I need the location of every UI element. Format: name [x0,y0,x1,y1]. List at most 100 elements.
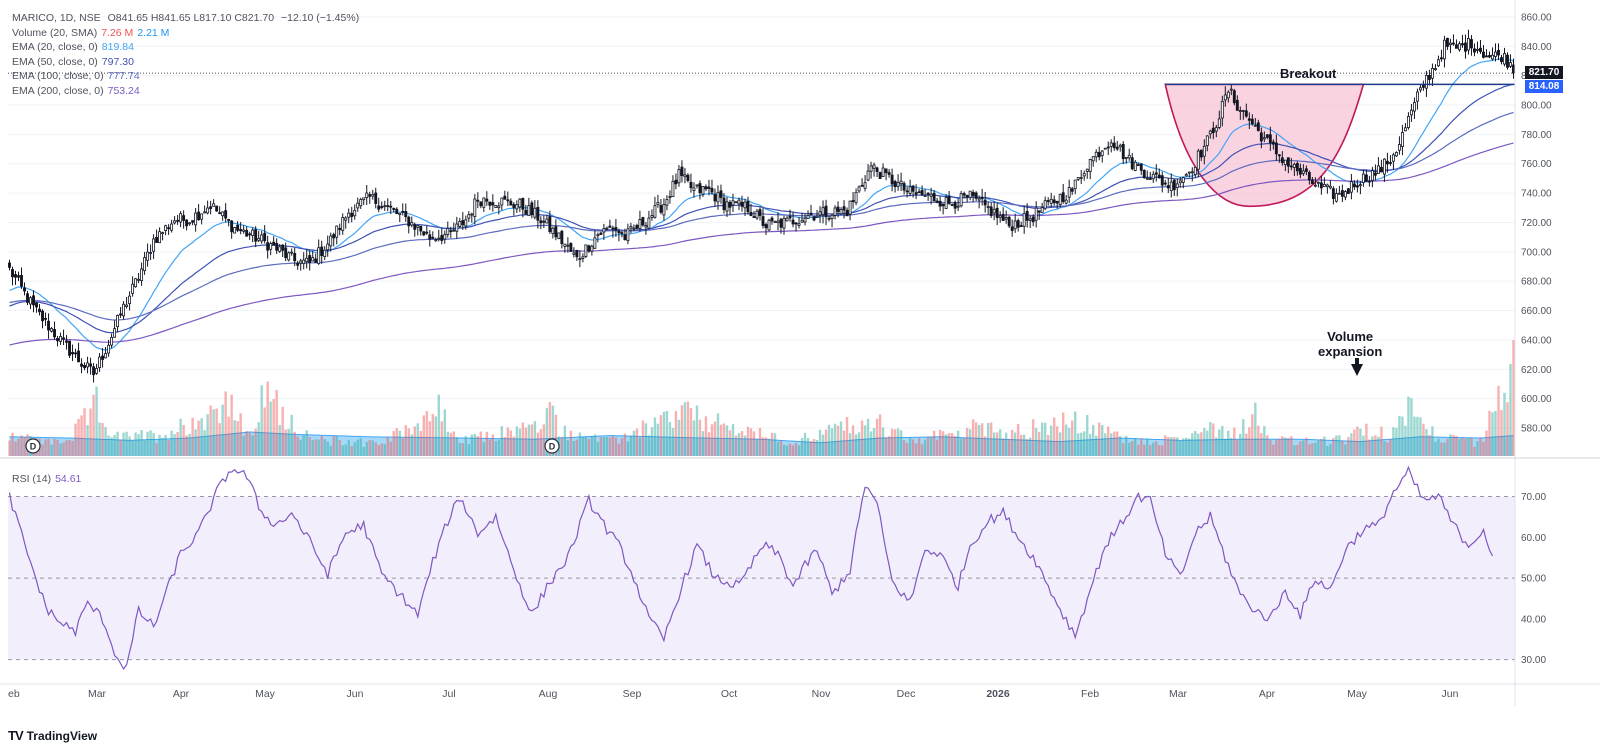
candle-body [1415,91,1419,102]
candle-body [596,234,600,237]
candle-body [1022,213,1026,227]
candle-body [1193,166,1197,176]
volume-bar [656,423,660,456]
price-tick-label: 600.00 [1521,394,1552,405]
volume-bar [701,431,705,456]
indicator-row[interactable]: EMA (50, close, 0) 797.30 [12,55,359,70]
candle-body [1361,173,1365,183]
volume-bar [1503,392,1506,456]
candle-body [848,200,852,215]
candle-body [1067,187,1071,198]
dividend-marker-icon[interactable]: D [25,438,41,454]
candle-body [110,337,114,346]
candle-body [902,183,906,191]
volume-bar [1380,426,1383,456]
indicator-row[interactable]: Volume (20, SMA) 7.26 M 2.21 M [12,26,359,41]
dividend-marker-icon[interactable]: D [544,438,560,454]
volume-bar [1028,437,1032,456]
indicator-label: EMA (50, close, 0) [12,55,98,68]
volume-bar [1113,431,1116,456]
indicator-row[interactable]: EMA (20, close, 0) 819.84 [12,40,359,55]
volume-bar [392,430,395,456]
candle-body [512,204,516,208]
candle-body [908,186,912,194]
indicator-row[interactable]: EMA (200, close, 0) 753.24 [12,84,359,99]
candle-body [101,355,105,360]
candle-body [629,226,633,229]
volume-bar [593,434,597,456]
volume-bar [170,430,173,456]
volume-bar [890,428,894,456]
candle-body [1286,157,1290,167]
indicator-value: 797.30 [101,55,134,68]
volume-bar [1383,441,1386,456]
candle-body [443,234,447,240]
candle-body [1283,159,1287,166]
candle-body [308,255,312,264]
candle-body [26,293,29,303]
volume-bar [332,435,335,456]
volume-bar [17,438,20,456]
volume-bar [716,413,720,456]
volume-bar [476,436,480,456]
candle-body [680,166,684,176]
volume-bar [281,406,284,456]
candle-body [431,236,435,239]
tradingview-branding[interactable]: TV TradingView [8,728,97,743]
candle-body [662,204,666,216]
volume-bar [128,436,131,456]
volume-bar [401,438,404,456]
rsi-legend[interactable]: RSI (14) 54.61 [12,473,81,485]
volume-bar [941,431,945,456]
candle-body [542,220,546,223]
down-arrow-icon [1351,364,1363,376]
volume-bar [926,436,930,456]
candle-body [1379,166,1383,173]
candle-body [323,249,327,258]
candle-body [296,262,300,266]
candle-body [935,200,939,203]
volume-bar [1491,412,1494,456]
indicator-row[interactable]: EMA (100, close, 0) 777.74 [12,69,359,84]
volume-bar [1509,363,1512,456]
volume-bar [1140,438,1143,456]
volume-bar [881,427,885,456]
volume-bar [221,404,224,456]
volume-bar [1230,437,1233,456]
change-value: −12.10 (−1.45%) [280,12,360,24]
volume-bar [185,435,188,456]
volume-bar [524,427,528,456]
down-arrow-stem [1355,358,1359,365]
candle-body [1370,170,1374,181]
candle-body [1316,181,1320,184]
volume-bar [257,422,260,456]
volume-bar [1116,431,1119,456]
candle-body [1112,142,1116,149]
candle-body [1385,160,1389,165]
candle-body [164,225,168,231]
candle-body [671,180,675,198]
volume-bar [371,440,374,456]
volume-bar [1107,426,1110,456]
volume-bar [1425,429,1428,456]
volume-bar [1398,416,1401,456]
candle-body [320,246,324,256]
volume-bar [452,431,455,456]
volume-bar [131,440,134,456]
candle-body [971,192,975,196]
volume-bar [533,421,537,456]
volume-bar [1089,433,1092,456]
volume-bar [353,442,356,456]
volume-bar [995,432,999,456]
candle-body [1467,38,1470,51]
candle-body [530,202,534,215]
volume-bar [245,431,248,456]
candle-body [827,217,831,220]
symbol-row[interactable]: MARICO, 1D, NSE O841.65 H841.65 L817.10 … [12,11,359,26]
volume-bar [1386,442,1389,456]
candle-body [1358,184,1362,187]
candle-body [854,191,858,204]
volume-bar [482,442,486,456]
